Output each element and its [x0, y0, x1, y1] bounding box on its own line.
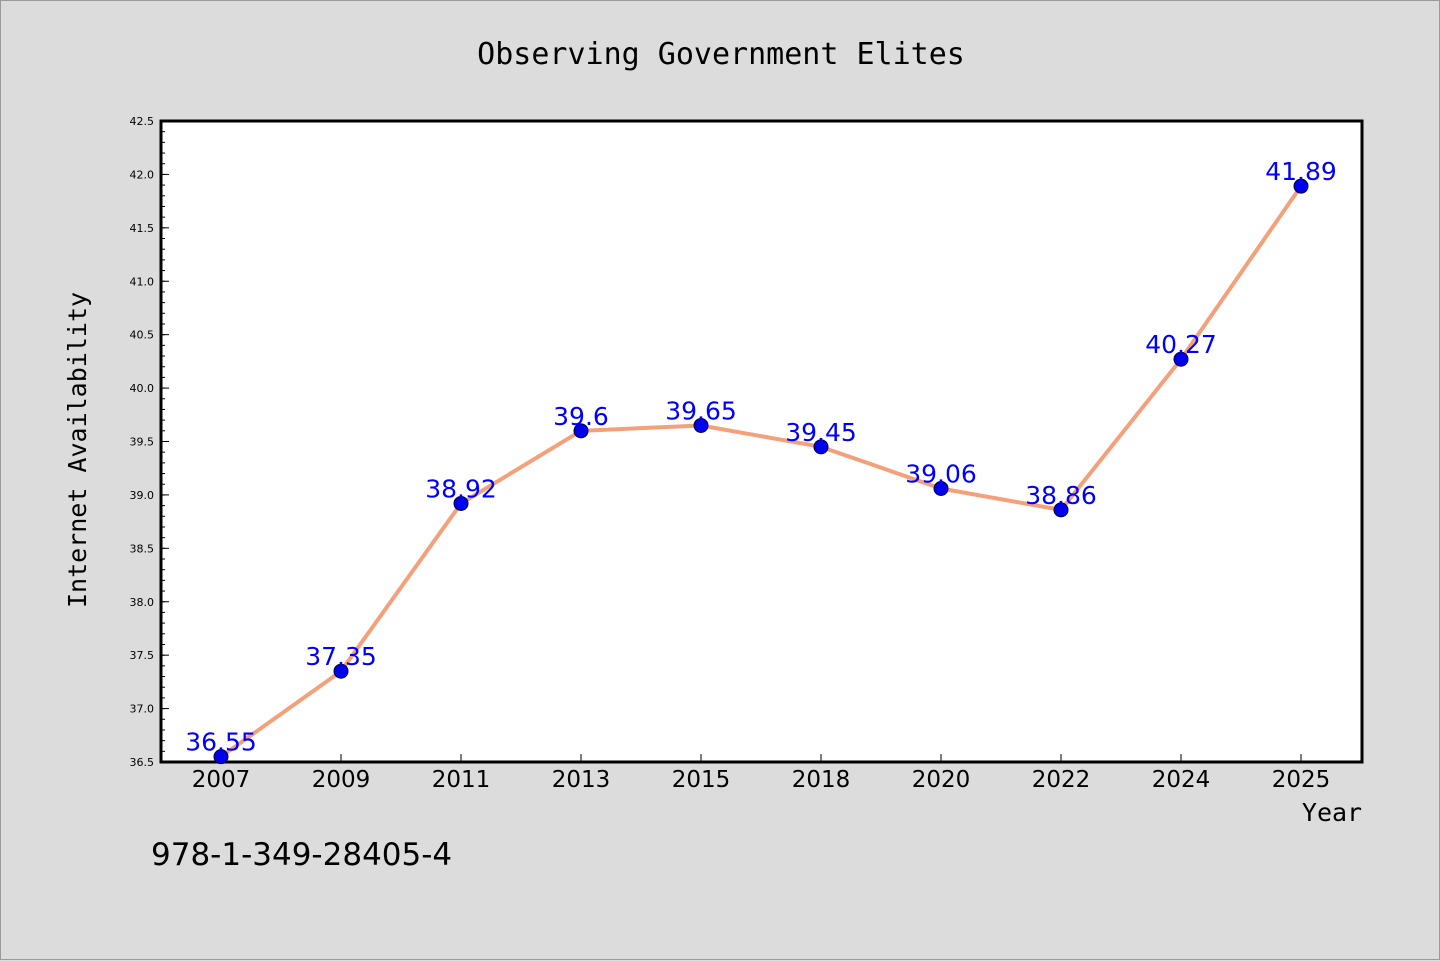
- y-axis-label: Internet Availability: [63, 292, 92, 608]
- data-point-marker: [813, 439, 829, 455]
- data-point-marker: [1173, 351, 1189, 367]
- series-line: [219, 184, 1303, 759]
- data-label: 38.92: [425, 474, 497, 503]
- data-label: 39.45: [785, 418, 857, 447]
- plot-area: [159, 119, 1364, 764]
- data-point-marker: [213, 749, 229, 765]
- data-label: 41.89: [1265, 157, 1337, 186]
- y-tick-label: 42.0: [130, 168, 155, 181]
- x-tick-label: 2007: [192, 767, 251, 793]
- data-label: 38.86: [1025, 481, 1097, 510]
- data-point-marker: [1053, 502, 1069, 518]
- y-tick-label: 41.0: [130, 275, 155, 288]
- y-tick-label: 39.0: [130, 489, 155, 502]
- x-tick-label: 2020: [912, 767, 971, 793]
- series-layer: 36.55 37.35 38.92 39.6 39.65 39.45 39.06 38.86 4…: [185, 157, 1337, 765]
- data-point-marker: [333, 663, 349, 679]
- x-tick-label: 2015: [672, 767, 731, 793]
- x-tick-label: 2009: [312, 767, 371, 793]
- data-point-marker: [693, 417, 709, 433]
- y-tick-label: 40.5: [130, 329, 155, 342]
- y-tick-label: 37.5: [130, 649, 155, 662]
- y-tick-label: 40.0: [130, 382, 155, 395]
- x-axis: 2007 2009 2011 2013 2015 2018 2020 2022 2024 2025: [192, 754, 1331, 793]
- y-tick-label: 37.0: [130, 703, 155, 716]
- data-label: 37.35: [305, 642, 377, 671]
- data-label: 40.27: [1145, 330, 1217, 359]
- y-tick-label: 42.5: [130, 115, 155, 128]
- data-point-marker: [1293, 178, 1309, 194]
- y-tick-label: 38.0: [130, 596, 155, 609]
- data-label: 39.6: [553, 402, 609, 431]
- y-axis: 36.5 37.0 37.5 38.0 38.5 39.0 39.5 40.0 40.5 41.0…: [130, 115, 169, 769]
- data-point-marker: [453, 495, 469, 511]
- x-axis-label: Year: [1302, 798, 1362, 827]
- y-tick-label: 39.5: [130, 436, 155, 449]
- x-tick-label: 2018: [792, 767, 851, 793]
- data-point-marker: [573, 423, 589, 439]
- y-tick-label: 36.5: [130, 756, 155, 769]
- data-label: 36.55: [185, 728, 257, 757]
- x-tick-label: 2025: [1272, 767, 1331, 793]
- data-label: 39.65: [665, 396, 737, 425]
- data-point-marker: [933, 481, 949, 497]
- chart-title: Observing Government Elites: [477, 37, 965, 72]
- x-tick-label: 2011: [432, 767, 491, 793]
- y-tick-label: 38.5: [130, 542, 155, 555]
- isbn-footer: 978-1-349-28405-4: [151, 837, 452, 873]
- x-tick-label: 2022: [1032, 767, 1091, 793]
- data-label: 39.06: [905, 460, 977, 489]
- x-tick-label: 2013: [552, 767, 611, 793]
- y-tick-label: 41.5: [130, 222, 155, 235]
- x-tick-label: 2024: [1152, 767, 1211, 793]
